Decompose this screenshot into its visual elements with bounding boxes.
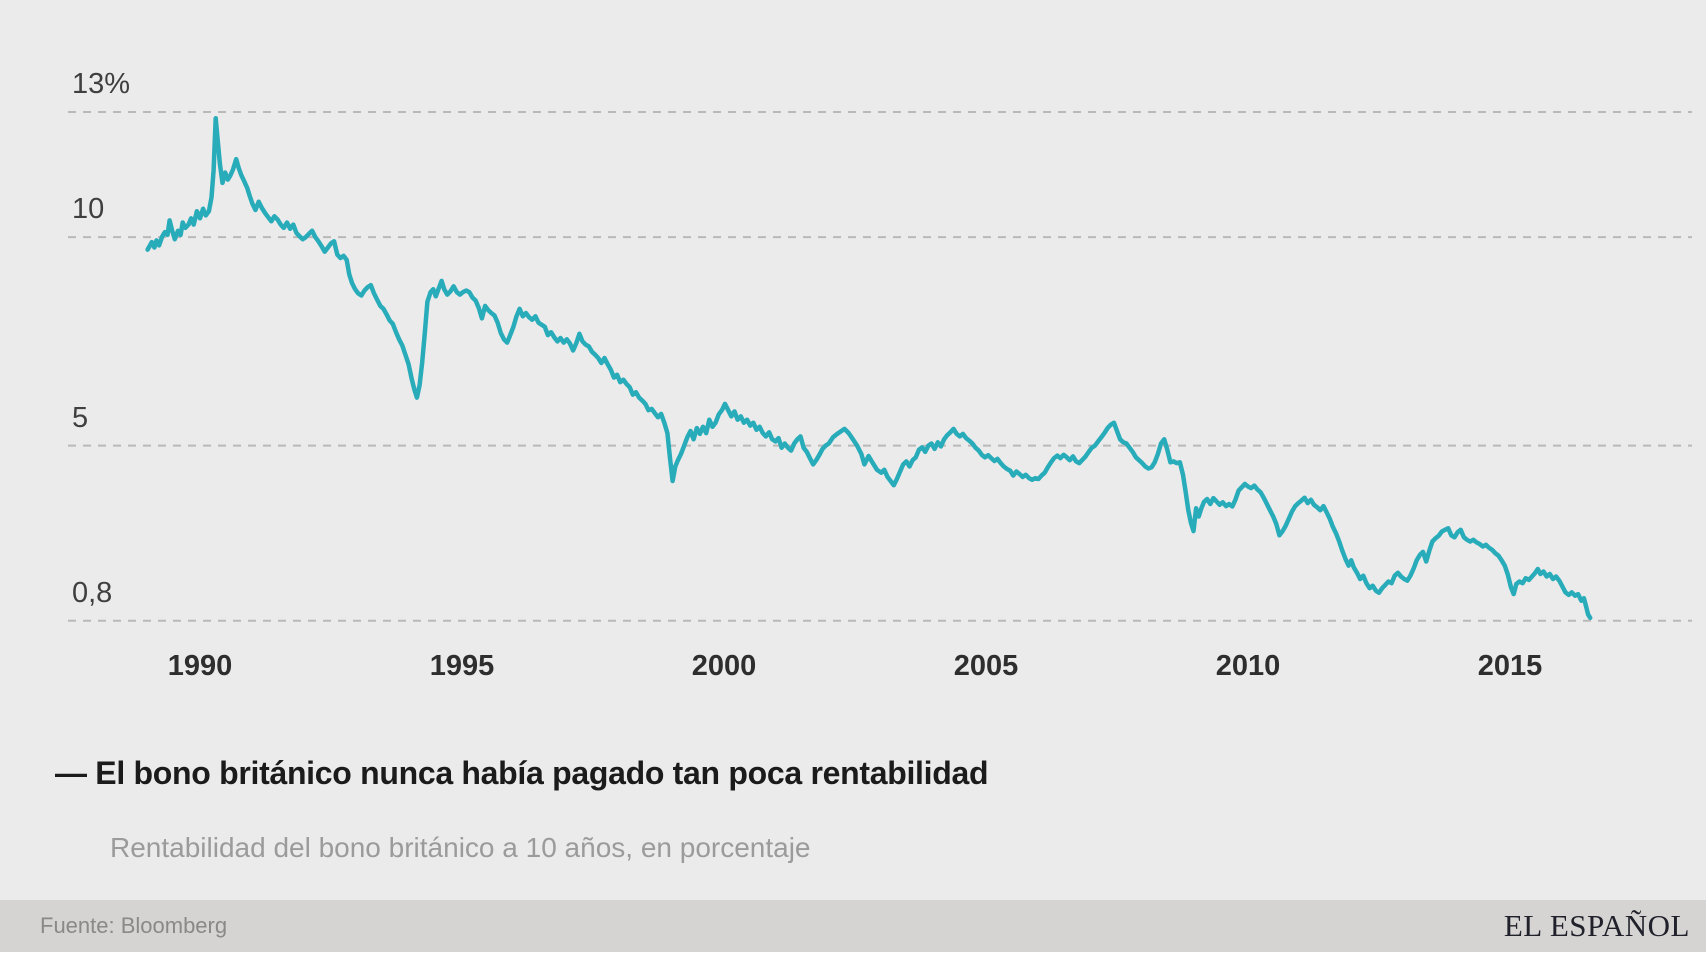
chart-subtitle: Rentabilidad del bono británico a 10 año… [110, 832, 811, 863]
x-tick-label-2010: 2010 [1215, 650, 1281, 682]
y-tick-label-13: 13% [72, 68, 131, 100]
x-tick-label-1995: 1995 [429, 650, 495, 682]
chart-title: — El bono británico nunca había pagado t… [55, 755, 989, 792]
el-espanol-logo: EL ESPAÑOL [1503, 908, 1690, 943]
y-tick-label-5: 5 [72, 401, 89, 434]
footer-bar: Fuente: Bloomberg EL ESPAÑOL [0, 900, 1706, 952]
yield-line [145, 116, 1593, 621]
y-tick-label-08: 0,8 [72, 576, 113, 609]
x-tick-label-2015: 2015 [1477, 650, 1543, 682]
y-tick-label-10: 10 [72, 193, 105, 226]
x-tick-label-2000: 2000 [691, 650, 757, 682]
source-credit: Fuente: Bloomberg [40, 913, 228, 938]
x-tick-label-1990: 1990 [167, 650, 233, 682]
chart-title-text: — El bono británico nunca había pagado t… [55, 755, 989, 791]
x-tick-label-2005: 2005 [953, 650, 1019, 682]
bottom-white-strip [0, 952, 1706, 960]
